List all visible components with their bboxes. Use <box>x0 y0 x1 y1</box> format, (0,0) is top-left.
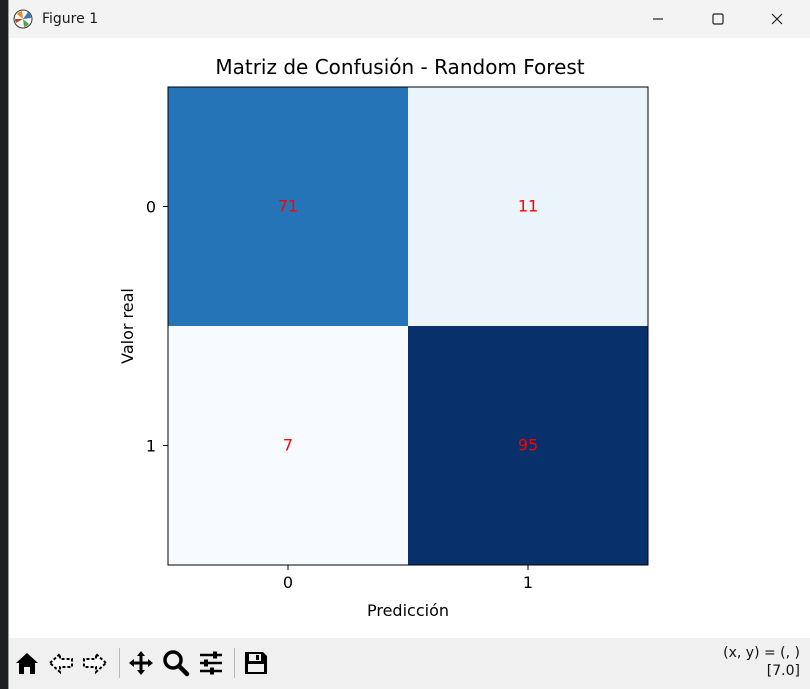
minimize-button[interactable] <box>635 0 681 38</box>
forward-arrow-icon <box>83 651 108 675</box>
zoom-icon <box>163 650 190 677</box>
close-button[interactable] <box>754 0 800 38</box>
x-axis-label: Predicción <box>367 601 449 620</box>
coordinates-readout: (x, y) = (, ) <box>723 645 800 661</box>
figure-window: Figure 1 Matriz de Confusión - Random Fo… <box>8 0 810 689</box>
maximize-button[interactable] <box>695 0 741 38</box>
cell-value-label: 7 <box>283 436 293 455</box>
cell-value-label: 11 <box>518 197 538 216</box>
y-tick-label: 1 <box>146 437 156 456</box>
move-icon <box>129 651 153 675</box>
cell-value-label: 71 <box>278 197 298 216</box>
save-button[interactable] <box>240 647 272 679</box>
pan-button[interactable] <box>125 647 157 679</box>
maximize-icon <box>712 13 724 25</box>
sliders-icon <box>200 651 222 675</box>
back-arrow-icon <box>48 651 73 675</box>
heatmap-cell <box>168 87 408 326</box>
zoom-button[interactable] <box>160 647 192 679</box>
figure-canvas[interactable]: Matriz de Confusión - Random Forest 71 11… <box>9 38 810 638</box>
heatmap-cell <box>168 326 408 565</box>
title-bar[interactable]: Figure 1 <box>9 0 810 38</box>
confusion-matrix-chart: Matriz de Confusión - Random Forest 71 11… <box>118 55 649 620</box>
x-tick-label: 1 <box>523 573 533 592</box>
y-axis-label: Valor real <box>118 288 137 364</box>
background-editor-strip <box>0 0 8 689</box>
x-tick-label: 0 <box>283 573 293 592</box>
matplotlib-logo-icon <box>13 9 33 29</box>
minimize-icon <box>653 18 663 20</box>
y-tick-label: 0 <box>146 198 156 217</box>
configure-subplots-button[interactable] <box>195 647 227 679</box>
close-icon <box>771 13 783 25</box>
save-icon <box>245 652 267 674</box>
chart-title: Matriz de Confusión - Random Forest <box>215 55 584 79</box>
back-button[interactable] <box>45 647 77 679</box>
toolbar-separator <box>234 648 235 678</box>
heatmap-cell <box>408 87 648 326</box>
heatmap-cell <box>408 326 648 565</box>
home-button[interactable] <box>11 647 43 679</box>
pixel-value-readout: [7.0] <box>766 663 800 679</box>
window-title: Figure 1 <box>42 11 99 27</box>
cursor-coordinates: (x, y) = (, ) [7.0] <box>723 644 800 680</box>
home-icon <box>16 653 38 674</box>
cell-value-label: 95 <box>518 436 538 455</box>
toolbar-separator <box>119 648 120 678</box>
forward-button[interactable] <box>79 647 111 679</box>
axes-frame <box>167 86 649 566</box>
navigation-toolbar: (x, y) = (, ) [7.0] <box>9 638 810 689</box>
